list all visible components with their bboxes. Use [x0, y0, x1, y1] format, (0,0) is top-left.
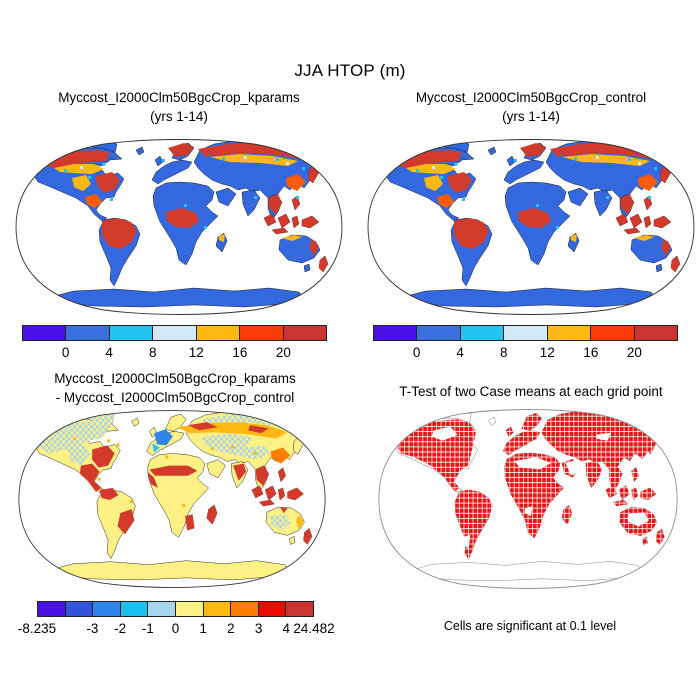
- colorbar-segment: [240, 326, 284, 340]
- panel-title-line: Myccost_I2000Clm50BgcCrop_kparams: [58, 90, 300, 105]
- map-ttest: [378, 409, 678, 589]
- colorbar-tick-label: 0: [412, 345, 421, 360]
- colorbar-tick-label: -3: [86, 621, 99, 636]
- panel-title-bottom-right: T-Test of two Case means at each grid po…: [366, 382, 696, 401]
- colorbar-bar: [373, 325, 678, 341]
- colorbar-segment: [504, 326, 548, 340]
- colorbar-segment: [634, 326, 677, 340]
- colorbar-segment: [93, 602, 121, 616]
- colorbar-tick-label: 20: [626, 345, 642, 360]
- colorbar-segment: [460, 326, 505, 340]
- colorbar-bar: [22, 325, 327, 341]
- panel-title-line: Myccost_I2000Clm50BgcCrop_kparams: [54, 371, 296, 386]
- colorbar-segment: [547, 326, 592, 340]
- colorbar-segment: [258, 602, 287, 616]
- map-difference: [18, 410, 326, 588]
- colorbar-segment: [231, 602, 259, 616]
- colorbar-kparams: 0 4 8 12 16 20: [22, 325, 327, 360]
- significance-caption: Cells are significant at 0.1 level: [443, 619, 617, 633]
- colorbar-tick-label: 0: [171, 621, 180, 636]
- colorbar-segment: [65, 602, 94, 616]
- colorbar-tick-label: -1: [141, 621, 154, 636]
- colorbar-tick-label: 4: [105, 345, 113, 360]
- main-title: JJA HTOP (m): [294, 61, 406, 80]
- panel-title-line: T-Test of two Case means at each grid po…: [399, 384, 663, 399]
- colorbar-tick-label: -8.235: [17, 621, 57, 636]
- panel-title-top-right: Myccost_I2000Clm50BgcCrop_control (yrs 1…: [366, 88, 696, 126]
- colorbar-segment: [38, 602, 66, 616]
- panel-title-top-left: Myccost_I2000Clm50BgcCrop_kparams (yrs 1…: [14, 88, 344, 126]
- colorbar-tick-label: 8: [499, 345, 508, 360]
- panel-title-bottom-left: Myccost_I2000Clm50BgcCrop_kparams - Mycc…: [10, 369, 340, 407]
- colorbar-tick-label: 2: [227, 621, 235, 636]
- colorbar-tick-label: -2: [114, 621, 127, 636]
- colorbar-segment: [153, 326, 197, 340]
- panel-title-line: Myccost_I2000Clm50BgcCrop_control: [415, 90, 647, 105]
- colorbar-segment: [374, 326, 418, 340]
- colorbar-tick-label: 0: [61, 345, 70, 360]
- colorbar-segment: [120, 602, 149, 616]
- colorbar-tick-label: 4: [282, 621, 291, 636]
- colorbar-tick-label: 16: [232, 345, 248, 360]
- colorbar-segment: [417, 326, 461, 340]
- colorbar-segment: [203, 602, 232, 616]
- colorbar-segment: [109, 326, 154, 340]
- colorbar-bar: [37, 601, 314, 617]
- colorbar-segment: [148, 602, 176, 616]
- colorbar-segment: [175, 602, 204, 616]
- colorbar-tick-label: 8: [148, 345, 157, 360]
- colorbar-tick-label: 12: [188, 345, 204, 360]
- colorbar-segment: [66, 326, 110, 340]
- panel-title-line: (yrs 1-14): [502, 109, 560, 124]
- map-kparams: [15, 139, 343, 315]
- colorbar-tick-label: 3: [254, 621, 263, 636]
- colorbar-tick-label: 16: [583, 345, 599, 360]
- colorbar-tick-label: 1: [199, 621, 207, 636]
- panel-title-line: - Myccost_I2000Clm50BgcCrop_control: [55, 390, 295, 405]
- colorbar-segment: [286, 602, 313, 616]
- colorbar-segment: [283, 326, 326, 340]
- colorbar-tick-label: 24.482: [293, 621, 335, 636]
- colorbar-tick-label: 12: [539, 345, 555, 360]
- colorbar-segment: [23, 326, 67, 340]
- map-control: [367, 139, 695, 315]
- colorbar-segment: [196, 326, 241, 340]
- panel-title-line: (yrs 1-14): [150, 109, 208, 124]
- colorbar-segment: [591, 326, 635, 340]
- colorbar-control: 0 4 8 12 16 20: [373, 325, 678, 360]
- colorbar-tick-label: 4: [456, 345, 464, 360]
- colorbar-tick-label: 20: [275, 345, 291, 360]
- colorbar-difference: -8.235 -3 -2 -1 0 1 2 3 4 24.482: [18, 601, 335, 636]
